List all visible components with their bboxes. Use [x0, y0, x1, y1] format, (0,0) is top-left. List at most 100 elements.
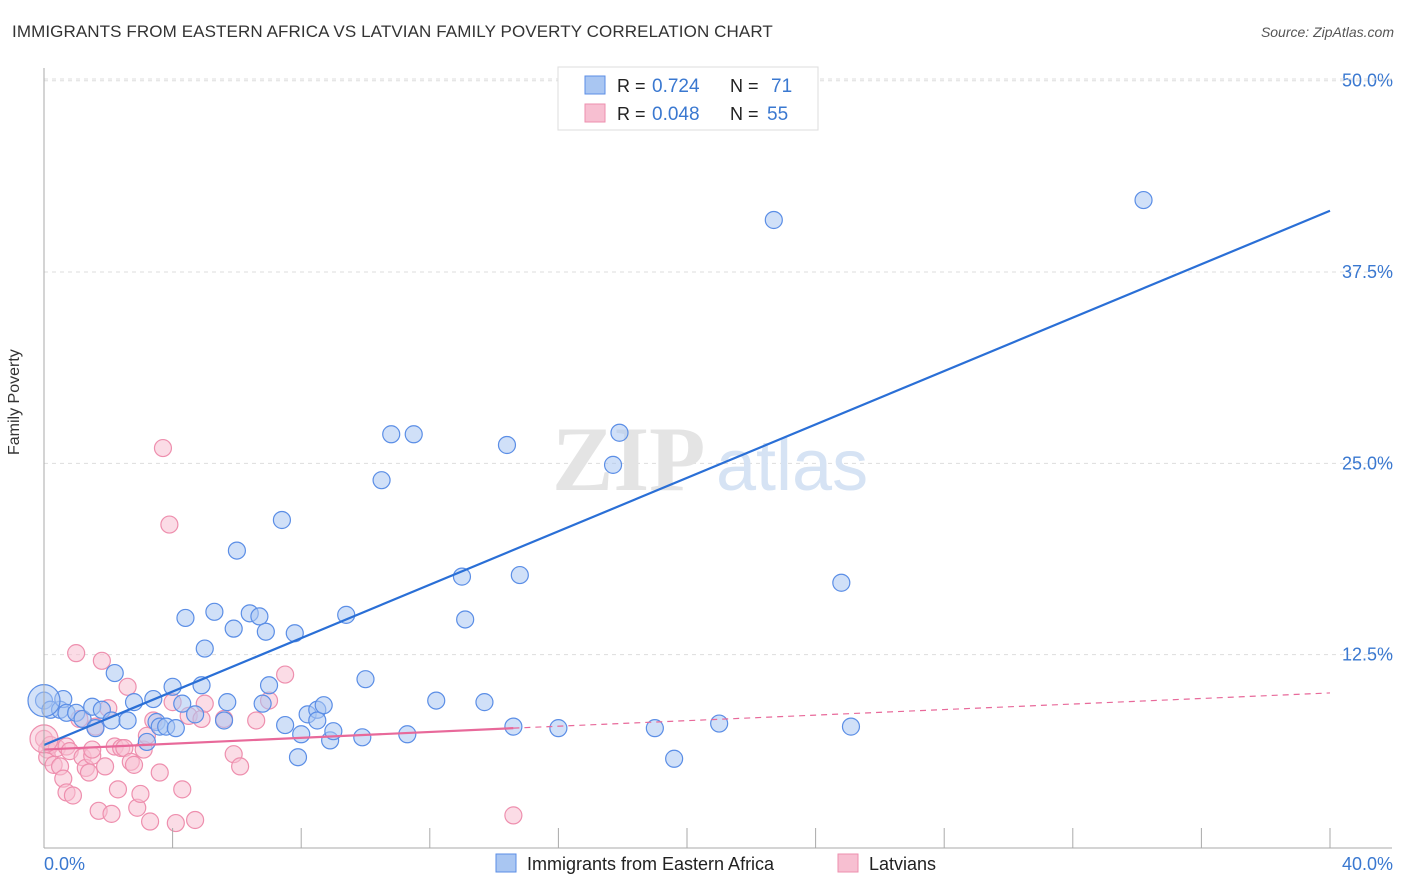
latvians-trend-extension: [513, 692, 1331, 729]
latvians-point: [118, 677, 137, 696]
watermark: ZIP atlas: [552, 408, 868, 510]
eastern-africa-point: [372, 471, 391, 490]
latvians-point: [102, 804, 121, 823]
eastern-africa-point: [288, 748, 308, 767]
latvians-point: [231, 757, 250, 776]
eastern-africa-point: [610, 423, 629, 442]
latvians-point: [108, 780, 128, 799]
source-credit: Source: ZipAtlas.com: [1260, 24, 1394, 40]
eastern-africa-point: [308, 711, 327, 730]
eastern-africa-point: [832, 573, 851, 592]
eastern-africa-point: [173, 694, 192, 713]
y-tick-label: 25.0%: [1342, 453, 1393, 473]
latvians-point: [124, 755, 144, 774]
y-tick-label: 37.5%: [1342, 262, 1393, 282]
x-tick-label: 0.0%: [44, 854, 85, 874]
eastern-africa-point: [224, 619, 243, 638]
watermark-zip: ZIP: [552, 408, 705, 510]
bottom-legend-label-pink: Latvians: [869, 854, 936, 874]
latvians-point: [63, 786, 83, 805]
eastern-africa-point: [218, 693, 237, 712]
eastern-africa-point: [73, 709, 92, 729]
bottom-legend-swatch-pink: [837, 853, 859, 873]
eastern-africa-point: [205, 602, 224, 621]
eastern-africa-point: [214, 711, 234, 730]
eastern-africa-point: [176, 608, 195, 628]
eastern-africa-point: [427, 691, 446, 710]
legend-n-label: N =: [730, 76, 759, 96]
latvians-point: [276, 665, 295, 684]
eastern-africa-point: [841, 717, 861, 736]
eastern-africa-point: [497, 435, 517, 455]
eastern-africa-point: [764, 210, 783, 230]
legend-r-label: R =: [617, 76, 646, 96]
eastern-africa-point: [382, 425, 401, 444]
eastern-africa-point: [504, 717, 523, 736]
eastern-africa-point: [276, 715, 295, 735]
legend-r-value: 0.724: [652, 76, 700, 97]
eastern-africa-trend-line: [43, 209, 1331, 746]
eastern-africa-point: [710, 714, 729, 733]
eastern-africa-point: [195, 639, 214, 658]
eastern-africa-point: [256, 622, 275, 641]
legend-n-value: 55: [767, 104, 788, 125]
eastern-africa-point: [665, 749, 684, 768]
bottom-legend-swatch-blue: [495, 853, 517, 873]
latvians-point: [83, 740, 102, 759]
eastern-africa-point: [1134, 190, 1153, 210]
latvians-point: [153, 438, 173, 458]
eastern-africa-point: [186, 705, 205, 724]
latvians-point: [150, 763, 169, 782]
eastern-africa-point: [456, 610, 475, 629]
latvians-point: [504, 806, 523, 825]
eastern-africa-point: [645, 719, 664, 738]
latvians-point: [95, 757, 115, 776]
legend-n-label: N =: [730, 104, 759, 124]
latvians-point: [173, 780, 192, 799]
eastern-africa-point: [105, 663, 124, 683]
latvians-points: [29, 438, 523, 833]
eastern-africa-point: [314, 696, 333, 715]
eastern-africa-point: [163, 677, 182, 696]
eastern-africa-point: [272, 510, 292, 530]
x-tick-label: 40.0%: [1342, 854, 1393, 874]
axes: 0.0% 40.0%: [43, 68, 1393, 874]
latvians-trend-line: [43, 727, 514, 751]
eastern-africa-point: [137, 732, 156, 752]
legend-r-label: R =: [617, 104, 646, 124]
eastern-africa-point: [259, 676, 279, 695]
eastern-africa-point: [510, 565, 529, 585]
legend-r-value: 0.048: [652, 104, 700, 125]
bottom-legend-label-blue: Immigrants from Eastern Africa: [527, 854, 775, 874]
eastern-africa-point: [404, 425, 423, 444]
y-tick-label: 50.0%: [1342, 71, 1393, 91]
eastern-africa-point: [353, 728, 372, 747]
eastern-africa-point: [292, 725, 311, 744]
eastern-africa-point: [166, 719, 185, 738]
eastern-africa-point: [118, 711, 137, 730]
eastern-africa-point: [549, 719, 568, 738]
eastern-africa-points: [27, 190, 1153, 768]
latvians-point: [166, 813, 185, 833]
eastern-africa-point: [227, 541, 246, 560]
latvians-point: [247, 711, 266, 730]
legend-swatch-blue: [584, 75, 606, 95]
eastern-africa-point: [475, 693, 494, 712]
legend-n-value: 71: [771, 76, 792, 97]
eastern-africa-point: [250, 607, 269, 626]
eastern-africa-point: [356, 670, 375, 689]
chart-title: IMMIGRANTS FROM EASTERN AFRICA VS LATVIA…: [12, 22, 773, 41]
correlation-legend: R = 0.724 N = 71 R = 0.048 N = 55: [557, 66, 819, 131]
latvians-point: [186, 810, 205, 830]
grid-layer: 12.5% 25.0% 37.5% 50.0%: [44, 71, 1393, 665]
y-tick-label: 12.5%: [1342, 645, 1393, 665]
watermark-atlas: atlas: [716, 426, 868, 506]
latvians-point: [160, 515, 179, 534]
latvians-point: [67, 644, 86, 663]
trend-lines: [43, 209, 1331, 751]
latvians-point: [79, 763, 99, 782]
legend-swatch-pink: [584, 103, 606, 123]
eastern-africa-point: [603, 455, 623, 474]
series-legend: Immigrants from Eastern Africa Latvians: [495, 853, 936, 874]
